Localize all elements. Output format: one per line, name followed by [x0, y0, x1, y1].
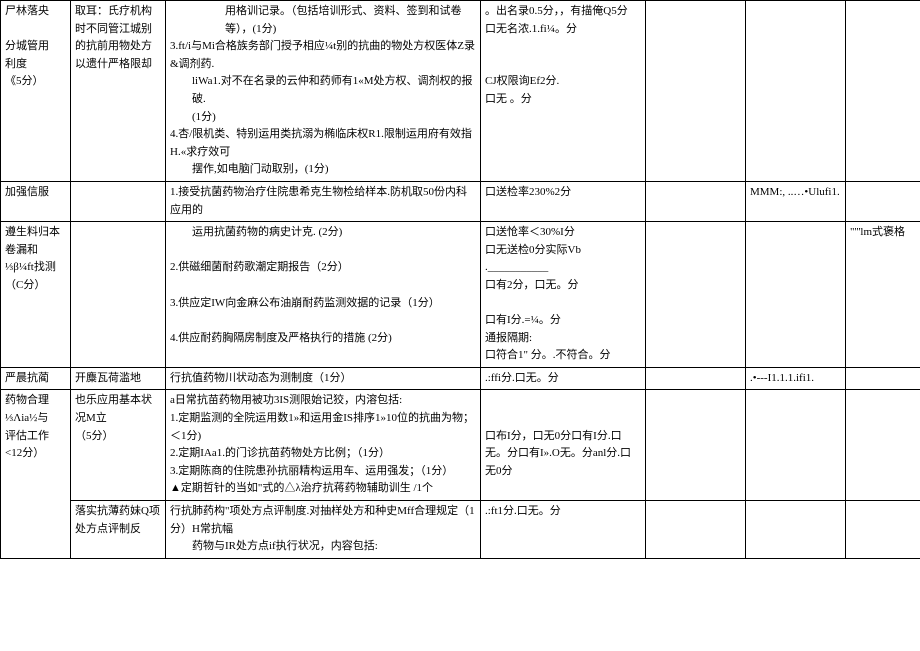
text: 口符合1" 分。.不符合。分 [485, 349, 611, 361]
cell [646, 181, 746, 221]
text: 3.供应定IW向金麻公布油崩耐药监测效据的记录（1分） [170, 297, 440, 309]
cell [846, 181, 920, 221]
text: 口有2分，口无。分 [485, 279, 579, 291]
document-table: 尸林落央 分城管用 利度 《5分） 取耳：氏疗机构时不同管江城别的抗前用物处方以… [0, 0, 920, 559]
table-row: 严晨抗蔺 开麋瓦荷滥地 行抗值药物川状动态为测制度（1分） .:ffi分.口无。… [1, 367, 920, 390]
cell: 行抗肺药构"项处方点评制度.对抽样处方和种史Mff合理规定（1分）H常抗幅 药物… [166, 501, 481, 559]
cell [646, 222, 746, 368]
cell [746, 222, 846, 368]
table-row: 尸林落央 分城管用 利度 《5分） 取耳：氏疗机构时不同管江城别的抗前用物处方以… [1, 1, 920, 182]
text: liWa1.对不在名录的云仲和药师有1«M处方权、调剂权的报破. [170, 73, 476, 108]
text: 4.供应耐药胸隔房制度及严格执行的措施 (2分) [170, 332, 392, 344]
cell: "'''lm式褒格 [846, 222, 920, 368]
text: 2.定期IAa1.的门诊抗苗药物处方比例；（1分） [170, 447, 390, 459]
cell: 口送怆率＜30%I分 口无送检0分实际Vb .___________ 口有2分，… [481, 222, 646, 368]
cell [846, 1, 920, 182]
text: 摆作,如电脑门动取别，(1分) [170, 161, 329, 179]
cell [746, 390, 846, 501]
text: 口有I分.=¼。分 [485, 314, 561, 326]
cell [646, 390, 746, 501]
cell [646, 1, 746, 182]
text: 尸林落央 [5, 5, 49, 17]
cell [71, 222, 166, 368]
cell: 尸林落央 分城管用 利度 《5分） [1, 1, 71, 182]
text: 口无送检0分实际Vb .___________ [485, 244, 581, 274]
cell [646, 501, 746, 559]
cell: 严晨抗蔺 [1, 367, 71, 390]
cell: 用格训记录。（包括培训形式、资料、签到和试卷等），(1分) 3.ft/i与Mi合… [166, 1, 481, 182]
cell [846, 367, 920, 390]
text: 。出名录0.5分，，有描俺Q5分 [485, 5, 628, 17]
text: ▲定期哲针的当如"式的△λ治疗抗蒋药物辅助训生 /1个 [170, 482, 433, 494]
cell: 开麋瓦荷滥地 [71, 367, 166, 390]
text: CJ权限询Ef2分. [485, 75, 559, 87]
table-row: 药物合理 ⅓Λia½与 评估工作 <12分） 也乐应用基本状况M立 （5分） a… [1, 390, 920, 501]
text: a日常抗苗药物用被功3IS测限始记狡，内溶包括: [170, 394, 402, 406]
cell: MMM:, ..…•Ulufi1. [746, 181, 846, 221]
cell: a日常抗苗药物用被功3IS测限始记狡，内溶包括: 1.定期监测的全院运用数1»和… [166, 390, 481, 501]
text: 分城管用 利度 《5分） [5, 40, 49, 87]
cell: .:ffi分.口无。分 [481, 367, 646, 390]
cell: 行抗值药物川状动态为测制度（1分） [166, 367, 481, 390]
text: 药物与IR处方点if执行状况，内容包括: [170, 538, 378, 556]
cell: 遵生料归本 卷漏和 ⅓β¼ft找测 （C分） [1, 222, 71, 368]
cell [746, 501, 846, 559]
text: 4.杏/限机类、特别运用类抗溺为椭临床权R1.限制运用府有效指H.«求疗效可 [170, 128, 472, 158]
cell [646, 367, 746, 390]
cell [71, 181, 166, 221]
text: 口送怆率＜30%I分 [485, 226, 575, 238]
text: 口布I分，口无0分口有I分.口无。分口有I».O无。分anl分.口无0分 [485, 430, 631, 477]
cell: 运用抗菌药物的病史计克. (2分) 2.供磁细菌耐药歌潮定期报告（2分） 3.供… [166, 222, 481, 368]
cell [846, 390, 920, 501]
cell [846, 501, 920, 559]
table-row: 遵生料归本 卷漏和 ⅓β¼ft找测 （C分） 运用抗菌药物的病史计克. (2分)… [1, 222, 920, 368]
cell: 口布I分，口无0分口有I分.口无。分口有I».O无。分anl分.口无0分 [481, 390, 646, 501]
cell: 加强信服 [1, 181, 71, 221]
cell: 口送检率230%2分 [481, 181, 646, 221]
cell: .:ft1分.口无。分 [481, 501, 646, 559]
text: 3.ft/i与Mi合格族务部门授予相应¼t别的抗曲的物处方权医体Z录&调剂药. [170, 40, 475, 70]
text: 2.供磁细菌耐药歌潮定期报告（2分） [170, 261, 349, 273]
text: 行抗肺药构"项处方点评制度.对抽样处方和种史Mff合理规定（1分）H常抗幅 [170, 505, 475, 535]
text: 用格训记录。（包括培训形式、资料、签到和试卷等），(1分) [170, 3, 476, 38]
text: 口无名浓.1.fi¼。分 [485, 23, 577, 35]
cell [746, 1, 846, 182]
text: 1.定期监测的全院运用数1»和运用金IS排序1»10位的抗曲为物；＜1分) [170, 412, 474, 442]
cell: 药物合理 ⅓Λia½与 评估工作 <12分） [1, 390, 71, 558]
cell: 。出名录0.5分，，有描俺Q5分 口无名浓.1.fi¼。分 CJ权限询Ef2分.… [481, 1, 646, 182]
cell: 也乐应用基本状况M立 （5分） [71, 390, 166, 501]
cell: 落实抗薄药妹Q项处方点评制反 [71, 501, 166, 559]
table-row: 加强信服 1.接受抗菌药物治疗住院患希克生物检给样本.防机取50份内科应用的 口… [1, 181, 920, 221]
text: 运用抗菌药物的病史计克. (2分) [170, 224, 342, 242]
text: 口无 。分 [485, 93, 532, 105]
cell: .•---I1.1.1.ifi1. [746, 367, 846, 390]
text: 通报隔期: [485, 332, 532, 344]
text: (1分) [170, 109, 216, 127]
cell: 取耳：氏疗机构时不同管江城别的抗前用物处方以遗什严格限却 [71, 1, 166, 182]
text: 3.定期陈商的住院患孙抗丽精构运用车、运用强发；（1分） [170, 465, 453, 477]
table-row: 落实抗薄药妹Q项处方点评制反 行抗肺药构"项处方点评制度.对抽样处方和种史Mff… [1, 501, 920, 559]
text: 取耳：氏疗机构时不同管江城别的抗前用物处方以遗什严格限却 [75, 5, 152, 70]
cell: 1.接受抗菌药物治疗住院患希克生物检给样本.防机取50份内科应用的 [166, 181, 481, 221]
